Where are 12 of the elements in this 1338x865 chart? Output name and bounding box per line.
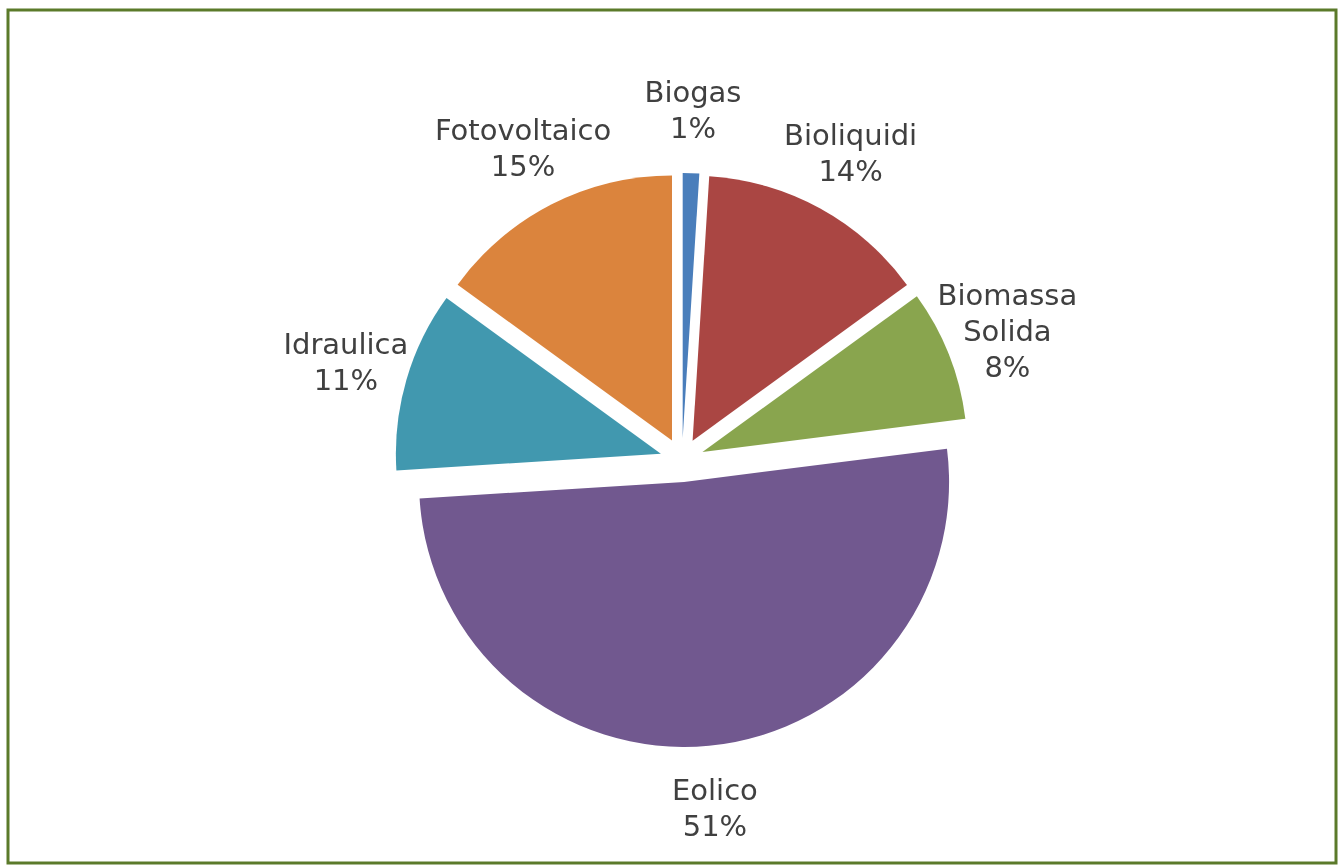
data-label: 1% <box>669 111 716 146</box>
slice-label: Biomassa Solida <box>937 278 1078 349</box>
data-label: 51% <box>682 809 748 844</box>
slice-label: Eolico <box>672 773 758 808</box>
data-label: 15% <box>490 149 556 184</box>
data-label: 14% <box>818 154 883 189</box>
slice-label: Biogas <box>644 75 742 110</box>
data-label: 11% <box>313 363 379 398</box>
data-label: 8% <box>984 350 1031 385</box>
slice-label: Bioliquidi <box>784 118 918 153</box>
slice-label: Fotovoltaico <box>434 113 612 148</box>
slice-label: Idraulica <box>283 327 409 362</box>
